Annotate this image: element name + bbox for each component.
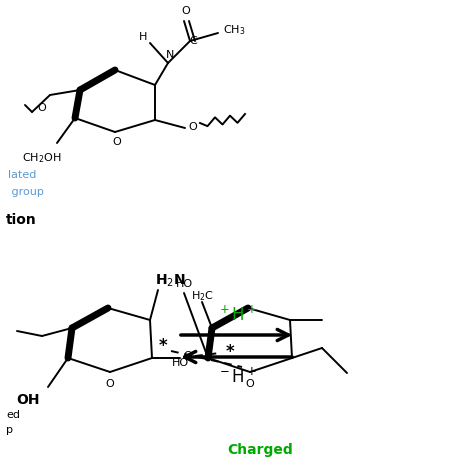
- Text: HO: HO: [175, 279, 192, 289]
- Text: CH$_2$OH: CH$_2$OH: [22, 151, 62, 165]
- Text: tion: tion: [6, 213, 37, 227]
- Text: O: O: [182, 6, 191, 16]
- Text: OH: OH: [16, 393, 40, 407]
- Text: H$_2$C: H$_2$C: [191, 289, 213, 303]
- Text: p: p: [6, 425, 13, 435]
- Text: N: N: [166, 50, 174, 60]
- Text: *: *: [226, 343, 234, 361]
- Text: HO: HO: [172, 358, 189, 368]
- Text: O: O: [189, 122, 197, 132]
- Text: $^-$H$^+$: $^-$H$^+$: [217, 367, 257, 387]
- Text: O: O: [113, 137, 121, 147]
- Text: *: *: [159, 337, 167, 355]
- Text: $^+$H$^+$: $^+$H$^+$: [217, 305, 257, 325]
- Text: O: O: [37, 103, 46, 113]
- Text: H$_2$N: H$_2$N: [155, 273, 185, 289]
- Text: O: O: [106, 379, 114, 389]
- Text: H: H: [139, 32, 147, 42]
- Text: CH$_3$: CH$_3$: [223, 23, 245, 37]
- Text: ed: ed: [6, 410, 20, 420]
- Text: C: C: [189, 36, 197, 46]
- Text: O: O: [246, 379, 255, 389]
- Text: lated: lated: [8, 170, 36, 180]
- Text: group: group: [8, 187, 44, 197]
- Text: Charged: Charged: [227, 443, 293, 457]
- Text: O: O: [183, 351, 192, 361]
